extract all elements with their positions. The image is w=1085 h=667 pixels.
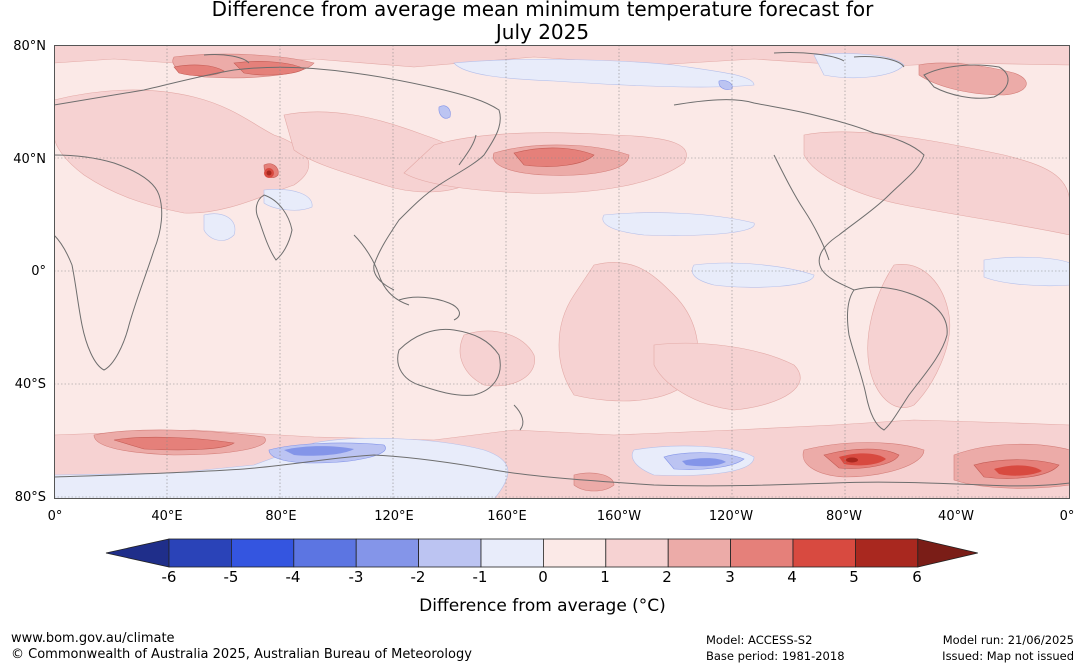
lon-label-40w: 40°W <box>938 509 974 524</box>
colorbar-tick: -6 <box>161 568 177 586</box>
footer-model: Model: ACCESS-S2 <box>706 633 813 647</box>
colorbar-tick: -5 <box>223 568 239 586</box>
colorbar-tick: 3 <box>725 568 735 586</box>
lon-label-120e: 120°E <box>374 509 414 524</box>
colorbar-tick: 5 <box>849 568 859 586</box>
colorbar-tick: -2 <box>410 568 426 586</box>
lon-label-80w: 80°W <box>826 509 862 524</box>
colorbar-cell <box>605 538 669 568</box>
lat-label-40n: 40°N <box>13 152 46 167</box>
colorbar-extend-low <box>105 538 170 568</box>
footer-model-run: Model run: 21/06/2025 <box>942 633 1074 647</box>
colorbar-cell <box>293 538 357 568</box>
colorbar-tick: -1 <box>472 568 488 586</box>
colorbar-cell <box>730 538 794 568</box>
colorbar-tick: 2 <box>662 568 672 586</box>
lat-label-80s: 80°S <box>14 490 46 505</box>
colorbar <box>105 538 978 568</box>
footer-copyright: © Commonwealth of Australia 2025, Austra… <box>11 647 472 662</box>
lat-label-80n: 80°N <box>13 39 46 54</box>
anomaly-band-minus-3-to-minus-2 <box>284 446 726 467</box>
lon-label-80e: 80°E <box>265 509 297 524</box>
map-frame <box>54 45 1070 499</box>
anomaly-band-3-to-4 <box>113 61 1060 479</box>
gridlines <box>54 45 1070 499</box>
colorbar-cell <box>667 538 732 568</box>
lon-label-120w: 120°W <box>708 509 754 524</box>
colorbar-cell <box>542 538 607 568</box>
colorbar-cell <box>355 538 419 568</box>
lon-label-0-east: 0° <box>1059 509 1075 524</box>
coastlines <box>54 52 1070 487</box>
lon-label-0-west: 0° <box>47 509 63 524</box>
colorbar-tick: 6 <box>912 568 922 586</box>
footer-issued: Issued: Map not issued <box>942 649 1074 663</box>
colorbar-tick: 1 <box>600 568 610 586</box>
colorbar-tick: -3 <box>348 568 364 586</box>
colorbar-extend-high <box>917 538 978 568</box>
footer-base-period: Base period: 1981-2018 <box>706 649 845 663</box>
lat-label-equator: 0° <box>31 264 46 279</box>
colorbar-cell <box>480 538 544 568</box>
map-title-line-2: July 2025 <box>495 20 590 44</box>
colorbar-cell <box>792 538 856 568</box>
map-title-line-1: Difference from average mean minimum tem… <box>211 0 874 21</box>
colorbar-tick: 0 <box>538 568 548 586</box>
temperature-anomaly-map <box>54 45 1070 499</box>
lon-label-40e: 40°E <box>151 509 183 524</box>
lon-label-160w: 160°W <box>596 509 642 524</box>
footer-website: www.bom.gov.au/climate <box>11 631 175 646</box>
colorbar-cell <box>418 538 482 568</box>
colorbar-cell <box>855 538 919 568</box>
lat-label-40s: 40°S <box>14 377 46 392</box>
anomaly-band-minus-1-to-0 <box>54 53 1070 499</box>
colorbar-tick: 4 <box>787 568 797 586</box>
anomaly-band-5-to-6 <box>266 170 858 463</box>
colorbar-cell <box>231 538 295 568</box>
colorbar-label: Difference from average (°C) <box>419 596 666 616</box>
colorbar-cell <box>168 538 232 568</box>
colorbar-tick: -4 <box>285 568 301 586</box>
lon-label-160e: 160°E <box>487 509 527 524</box>
